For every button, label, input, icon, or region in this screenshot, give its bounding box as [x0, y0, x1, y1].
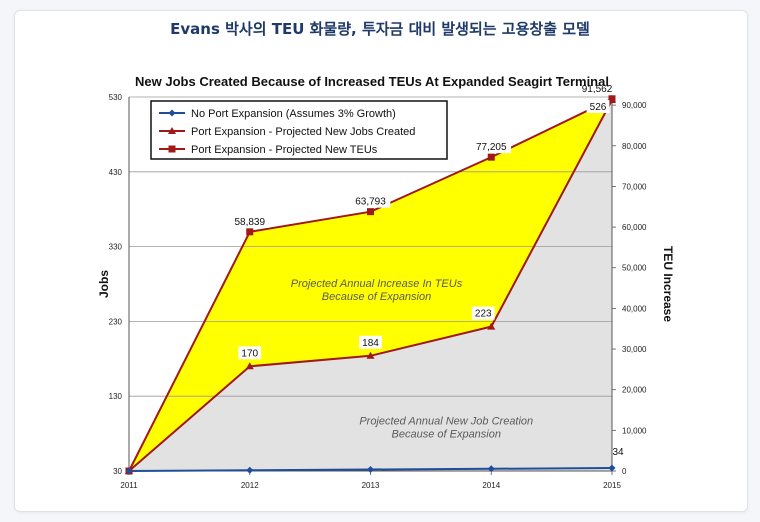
baseline-point: [246, 466, 254, 474]
jobs-data-label: 184: [362, 338, 379, 349]
annotation-line2: Because of Expansion: [322, 291, 431, 303]
data-label-bg: [471, 306, 495, 320]
data-label-bg: [359, 335, 382, 349]
jobs-data-label: 526: [590, 102, 607, 113]
y2-tick-label: 90,000: [622, 101, 647, 110]
teu-point: [246, 228, 254, 236]
data-label-bg: [471, 140, 512, 154]
annotation-line1: Projected Annual New Job Creation: [359, 416, 533, 428]
y2-tick-label: 50,000: [622, 264, 647, 273]
y2-tick-label: 10,000: [622, 426, 647, 435]
y2-tick-label: 0: [622, 467, 627, 476]
y-tick-label: 430: [109, 168, 123, 177]
y2-tick-label: 60,000: [622, 223, 647, 232]
x-tick-label: 2015: [603, 481, 621, 490]
teu-point: [367, 208, 374, 216]
y2-tick-label: 80,000: [622, 142, 647, 151]
chart-title: New Jobs Created Because of Increased TE…: [135, 74, 609, 89]
teu-point: [487, 153, 495, 161]
teu-data-label: 77,205: [476, 142, 507, 153]
data-label-bg: [577, 81, 617, 95]
data-label-bg: [350, 194, 391, 208]
baseline-point: [125, 467, 133, 475]
data-label-bg: [229, 214, 270, 228]
legend-entry: Port Expansion - Projected New TEUs: [191, 144, 378, 156]
legend-entry: Port Expansion - Projected New Jobs Crea…: [191, 126, 415, 138]
baseline-point: [367, 466, 374, 474]
y2-tick-label: 40,000: [622, 304, 647, 313]
legend-marker: [168, 127, 176, 134]
teu-data-label: 63,793: [355, 197, 386, 208]
legend-marker: [168, 109, 176, 117]
teu-data-label: 91,562: [582, 84, 613, 95]
baseline-data-label: 34: [612, 447, 624, 458]
y-tick-label: 530: [109, 93, 123, 102]
x-tick-label: 2011: [120, 481, 138, 490]
jobs-data-label: 223: [475, 309, 492, 320]
y2-axis-label: TEU Increase: [661, 246, 675, 322]
annotation-line1: Projected Annual Increase In TEUs: [291, 278, 463, 290]
y-axis-label: Jobs: [97, 270, 111, 298]
x-tick-label: 2013: [362, 481, 380, 490]
x-tick-label: 2012: [241, 481, 259, 490]
legend-entry: No Port Expansion (Assumes 3% Growth): [191, 108, 396, 120]
y2-tick-label: 20,000: [622, 386, 647, 395]
legend-marker: [168, 145, 176, 153]
baseline-point: [608, 464, 616, 472]
x-tick-label: 2014: [482, 481, 500, 490]
jobs-point: [366, 351, 375, 359]
jobs-data-label: 170: [241, 348, 258, 359]
y2-tick-label: 30,000: [622, 345, 647, 354]
y-tick-label: 130: [109, 392, 123, 401]
jobs-point: [487, 322, 496, 330]
y2-tick-label: 70,000: [622, 182, 647, 191]
jobs-point: [608, 95, 616, 103]
data-label-bg: [586, 99, 610, 113]
data-label-bg: [238, 346, 262, 360]
legend: No Port Expansion (Assumes 3% Growth) Por…: [150, 100, 448, 160]
y-tick-label: 230: [109, 317, 123, 326]
jobs-point: [245, 362, 254, 370]
teu-area: [129, 98, 612, 472]
y-tick-label: 30: [113, 467, 122, 476]
legend-box: [150, 100, 448, 160]
baseline-point: [487, 465, 495, 473]
y-tick-label: 330: [109, 243, 123, 252]
annotation-line2: Because of Expansion: [392, 429, 501, 441]
page-title: Evans 박사의 TEU 화물량, 투자금 대비 발생되는 고용창출 모델: [170, 20, 590, 38]
teu-data-label: 58,839: [234, 217, 265, 228]
jobs-area: [129, 100, 612, 471]
